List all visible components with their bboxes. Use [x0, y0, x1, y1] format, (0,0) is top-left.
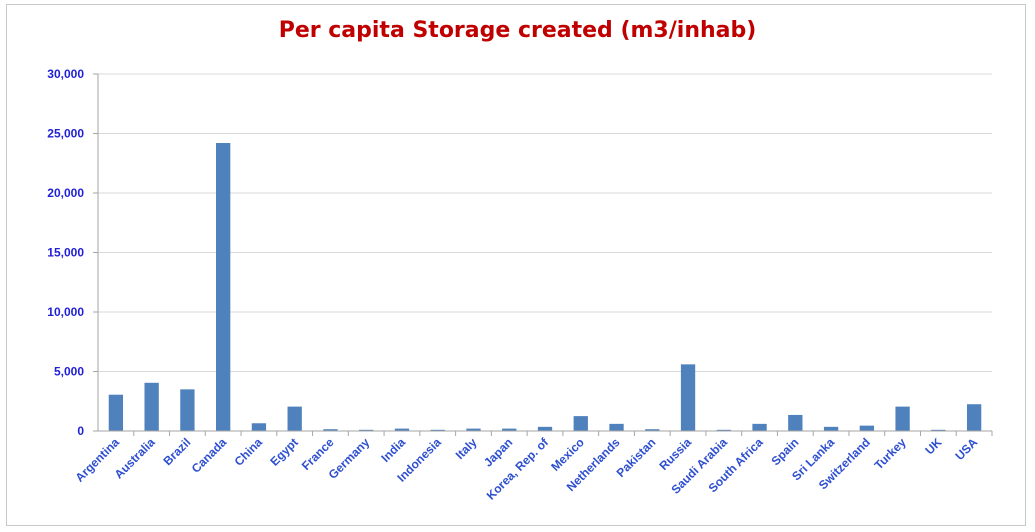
y-tick-label: 20,000: [47, 186, 84, 200]
bar-sri-lanka: [823, 426, 839, 431]
x-tick-label: Brazil: [161, 435, 194, 468]
bar-mexico: [573, 416, 588, 431]
bar-pakistan: [645, 429, 660, 431]
x-tick-label: Argentina: [72, 435, 122, 485]
x-tick-label: Turkey: [872, 435, 909, 472]
bar-india: [394, 428, 410, 431]
x-tick-label: Korea, Rep. of: [484, 435, 552, 503]
y-tick-label: 10,000: [47, 305, 84, 319]
bar-china: [251, 423, 267, 431]
x-tick-label: Italy: [453, 435, 480, 462]
bar-australia: [144, 382, 159, 431]
bar-egypt: [287, 406, 302, 431]
bar-italy: [466, 428, 481, 431]
bar-netherlands: [609, 423, 624, 431]
bar-turkey: [895, 406, 910, 431]
gridlines: [93, 73, 992, 432]
x-tick-label: USA: [952, 435, 980, 463]
bars: [108, 143, 982, 431]
y-axis-ticks: 0 5,000 10,000 15,000 20,000 25,000 30,000: [47, 67, 84, 438]
bar-spain: [788, 414, 803, 431]
y-tick-label: 30,000: [47, 67, 84, 81]
bar-brazil: [180, 389, 195, 431]
bar-saudi-arabia: [716, 429, 731, 431]
y-tick-label: 0: [77, 424, 84, 438]
chart-title: Per capita Storage created (m3/inhab): [278, 18, 757, 43]
bar-indonesia: [430, 429, 445, 431]
x-tick-label: Egypt: [267, 435, 300, 468]
bar-korea-rep-of: [537, 426, 553, 431]
bar-uk: [931, 429, 946, 431]
bar-france: [323, 429, 338, 431]
bar-usa: [966, 404, 982, 431]
bar-russia: [680, 364, 696, 431]
x-tick-label: Japan: [481, 435, 515, 469]
chart-frame: [6, 4, 1026, 526]
x-tick-label: India: [378, 435, 408, 465]
bar-switzerland: [859, 425, 874, 431]
bar-argentina: [108, 394, 124, 431]
x-tick-label: Canada: [189, 435, 230, 476]
bar-canada: [216, 143, 231, 431]
y-tick-label: 15,000: [47, 246, 84, 260]
y-tick-label: 25,000: [47, 127, 84, 141]
bar-germany: [359, 429, 374, 431]
bar-japan: [502, 428, 517, 431]
y-tick-label: 5,000: [54, 365, 84, 379]
x-tick-label: UK: [922, 435, 944, 457]
x-tick-label: Pakistan: [614, 435, 659, 480]
x-tick-label: China: [232, 435, 266, 469]
x-tick-label: Spain: [768, 435, 801, 468]
bar-south-africa: [752, 423, 767, 431]
